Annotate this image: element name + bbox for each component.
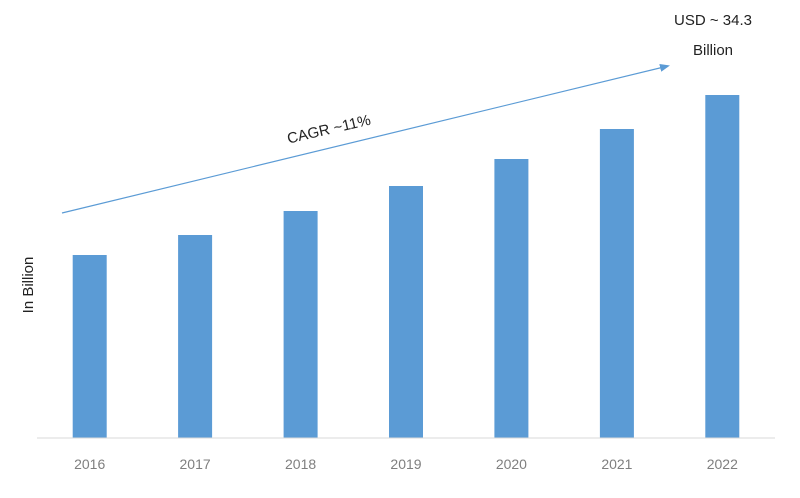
bar-2020: [494, 159, 529, 438]
x-tick-label-2022: 2022: [707, 456, 738, 472]
end-value-annotation-line1: USD ~ 34.3: [674, 12, 752, 29]
bar-2016: [72, 255, 107, 438]
x-tick-label-2016: 2016: [74, 456, 105, 472]
bar-2017: [178, 235, 213, 438]
cagr-arrow: [61, 63, 670, 214]
bar-2018: [283, 211, 318, 438]
x-tick-label-2019: 2019: [390, 456, 421, 472]
bar-2019: [389, 186, 423, 438]
bar-2021: [599, 129, 634, 438]
end-value-annotation-line2: Billion: [693, 42, 733, 59]
x-tick-label-2018: 2018: [285, 456, 316, 472]
x-tick-label-2021: 2021: [601, 456, 632, 472]
x-tick-labels: 2016 2017 2018 2019 2020 2021 2022: [74, 456, 738, 472]
bar-2022: [705, 95, 740, 438]
x-tick-label-2020: 2020: [496, 456, 527, 472]
y-axis-label: In Billion: [20, 257, 37, 314]
cagr-label: CAGR ~11%: [286, 112, 373, 148]
x-tick-label-2017: 2017: [180, 456, 211, 472]
bars-layer: [72, 95, 740, 438]
